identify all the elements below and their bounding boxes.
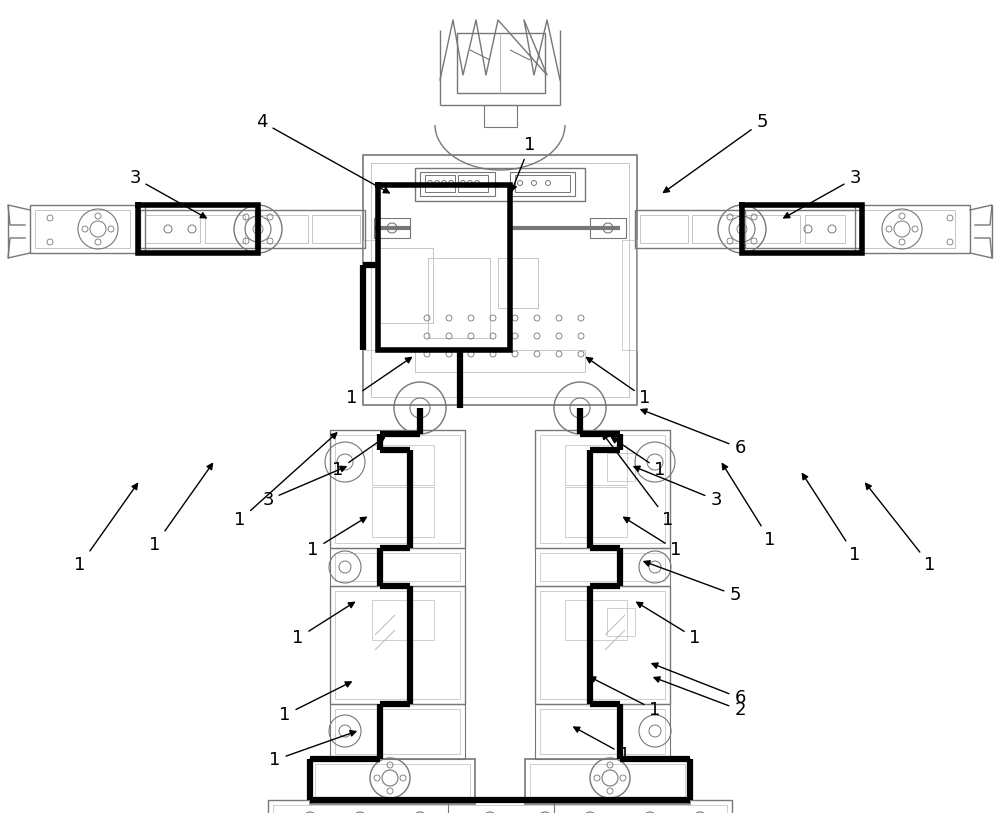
Bar <box>140 210 260 248</box>
Bar <box>855 205 970 253</box>
Bar <box>745 215 800 243</box>
Text: 1: 1 <box>722 463 776 549</box>
Bar <box>565 445 627 485</box>
Bar <box>860 210 955 248</box>
Bar <box>371 163 629 397</box>
Bar <box>374 218 410 238</box>
Text: 1: 1 <box>346 358 411 407</box>
Bar <box>540 435 665 543</box>
Bar <box>565 600 627 640</box>
Bar <box>335 709 460 754</box>
Text: 1: 1 <box>637 602 701 647</box>
Text: 5: 5 <box>644 561 741 604</box>
Bar <box>635 210 745 248</box>
Bar <box>335 435 460 543</box>
Text: 3: 3 <box>262 467 346 509</box>
Text: 3: 3 <box>129 169 206 218</box>
Bar <box>312 215 360 243</box>
Text: 4: 4 <box>256 113 389 193</box>
Bar <box>145 215 200 243</box>
Text: 1: 1 <box>511 136 536 191</box>
Bar <box>425 175 455 192</box>
Bar <box>330 586 465 704</box>
Bar <box>607 608 635 636</box>
Bar <box>363 155 637 405</box>
Bar <box>540 709 665 754</box>
Bar <box>372 445 434 485</box>
Bar <box>498 258 538 308</box>
Text: 1: 1 <box>74 484 138 574</box>
Bar <box>273 805 727 813</box>
Bar <box>622 240 637 350</box>
Bar <box>255 210 365 248</box>
Bar <box>740 210 860 248</box>
Text: 1: 1 <box>307 517 366 559</box>
Bar <box>607 453 635 481</box>
Bar <box>515 175 570 192</box>
Bar <box>310 759 475 804</box>
Bar <box>260 215 308 243</box>
Bar <box>420 172 495 196</box>
Bar <box>525 759 690 804</box>
Bar <box>335 591 460 699</box>
Bar <box>335 553 460 581</box>
Bar <box>510 172 575 196</box>
Bar <box>315 764 470 799</box>
Bar <box>330 704 465 759</box>
Text: 1: 1 <box>292 602 354 647</box>
Bar <box>535 548 670 586</box>
Bar <box>415 350 585 372</box>
Bar <box>805 215 845 243</box>
Bar <box>363 240 378 350</box>
Bar <box>268 800 732 813</box>
Bar <box>330 430 465 548</box>
Bar <box>205 215 245 243</box>
Text: 1: 1 <box>587 358 651 407</box>
Bar <box>565 487 627 537</box>
Bar <box>540 553 665 581</box>
Bar <box>378 248 433 323</box>
Text: 1: 1 <box>603 433 674 529</box>
Bar <box>484 105 517 127</box>
Bar <box>457 33 545 93</box>
Bar <box>692 215 740 243</box>
Text: 1: 1 <box>612 437 666 479</box>
Text: 1: 1 <box>149 463 213 554</box>
Bar <box>35 210 130 248</box>
Bar <box>530 764 685 799</box>
Text: 1: 1 <box>802 474 861 564</box>
Bar <box>535 430 670 548</box>
Text: 2: 2 <box>654 677 746 719</box>
Bar <box>330 548 465 586</box>
Text: 1: 1 <box>269 731 356 769</box>
Bar <box>458 175 488 192</box>
Bar <box>415 168 585 201</box>
Text: 1: 1 <box>590 677 661 719</box>
Bar <box>590 218 626 238</box>
Text: 6: 6 <box>641 409 746 457</box>
Bar <box>372 600 434 640</box>
Text: 1: 1 <box>332 437 384 479</box>
Bar <box>372 487 434 537</box>
Text: 1: 1 <box>624 517 682 559</box>
Text: 1: 1 <box>866 484 936 574</box>
Text: 3: 3 <box>784 169 861 218</box>
Bar <box>30 205 145 253</box>
Text: 1: 1 <box>279 682 351 724</box>
Text: 5: 5 <box>664 113 768 193</box>
Text: 1: 1 <box>574 727 631 764</box>
Text: 1: 1 <box>234 433 337 529</box>
Text: 6: 6 <box>652 663 746 707</box>
Bar <box>540 591 665 699</box>
Text: 3: 3 <box>634 466 722 509</box>
Bar <box>535 586 670 704</box>
Bar <box>428 258 490 338</box>
Bar <box>640 215 688 243</box>
Bar <box>535 704 670 759</box>
